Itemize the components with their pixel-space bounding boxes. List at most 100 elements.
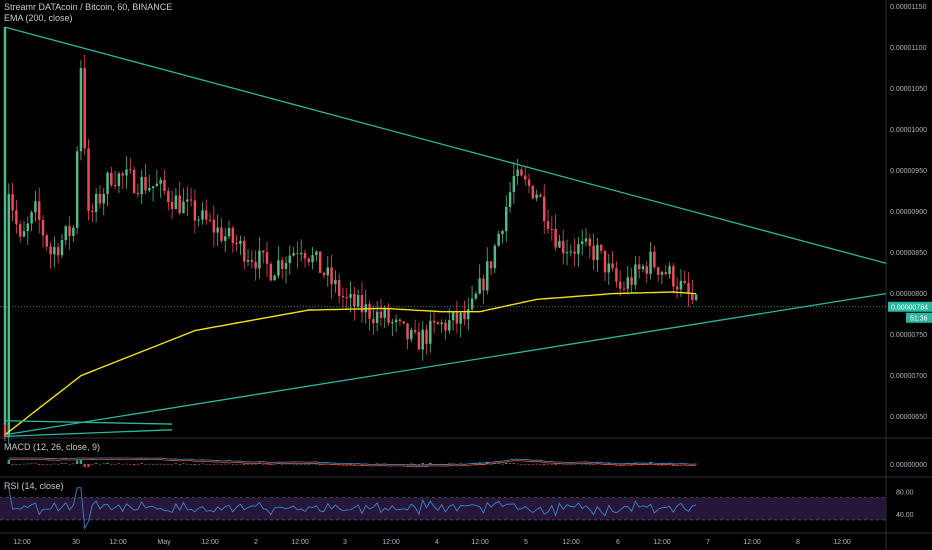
time-tick-label: 12:00 <box>471 539 489 546</box>
trendline[interactable] <box>4 292 887 436</box>
candle-body <box>220 227 223 241</box>
candle-body <box>330 267 333 285</box>
macd-bar <box>311 463 314 465</box>
candle-body <box>535 194 538 199</box>
symbol-title[interactable]: Streamr DATAcoin / Bitcoin, 60, BINANCE <box>4 2 173 12</box>
macd-bar <box>406 464 409 465</box>
candle-body <box>524 175 527 180</box>
candle-body <box>558 240 561 248</box>
macd-label[interactable]: MACD (12, 26, close, 9) <box>4 442 101 452</box>
candle-body <box>117 173 121 187</box>
time-tick-label: 30 <box>72 539 80 546</box>
macd-bar <box>159 463 162 465</box>
candle-body <box>258 250 261 269</box>
candle-body <box>311 255 314 263</box>
macd-bar <box>22 463 26 465</box>
macd-bar <box>337 464 341 465</box>
candle-body <box>653 251 656 268</box>
macd-bar <box>542 464 546 466</box>
price-axis[interactable]: 0.00001150 0.00001100 0.00001050 0.00001000… <box>890 4 927 519</box>
trendline[interactable] <box>4 26 887 264</box>
macd-bar <box>68 464 71 465</box>
trendlines[interactable] <box>4 26 887 438</box>
macd-bar <box>246 463 250 465</box>
candle-body <box>554 229 557 248</box>
macd-bar <box>672 464 675 465</box>
candle-body <box>592 245 595 261</box>
price-tick-label: 0.00001100 <box>890 45 927 52</box>
macd-bar <box>132 464 136 466</box>
macd-bar <box>524 464 527 465</box>
macd-bar <box>345 464 349 465</box>
ema-label[interactable]: EMA (200, close) <box>4 13 73 23</box>
macd-bar <box>296 464 299 465</box>
countdown-tag-label: 51:36 <box>910 315 928 322</box>
candle-body <box>121 173 124 176</box>
price-tick-label: 0.00000950 <box>890 168 927 175</box>
candle-body <box>170 202 174 209</box>
macd-bar <box>11 464 14 465</box>
macd-legend: MACD (12, 26, close, 9) <box>4 442 104 452</box>
macd-bar <box>554 464 557 465</box>
candle-body <box>98 193 102 204</box>
macd-bar <box>284 463 288 465</box>
macd-bar <box>72 463 75 465</box>
macd-bar <box>193 464 197 465</box>
macd-bar <box>53 463 56 465</box>
time-tick-label: 12:00 <box>13 539 31 546</box>
price-tick-label: 0.00000700 <box>890 373 927 380</box>
macd-bar <box>421 463 424 464</box>
rsi-label[interactable]: RSI (14, close) <box>4 481 64 491</box>
macd-bar <box>315 463 318 465</box>
macd-bar <box>280 464 284 465</box>
macd-bar <box>60 463 64 464</box>
time-tick-label: 5 <box>524 539 528 546</box>
candle-body <box>516 169 519 177</box>
macd-bar <box>501 463 504 465</box>
trendline[interactable] <box>4 429 173 438</box>
macd-bar <box>535 463 538 465</box>
candle-body <box>182 201 185 214</box>
macd-bar <box>261 464 265 465</box>
time-tick-label: 12:00 <box>201 539 219 546</box>
candle-body <box>68 226 71 236</box>
candle-body <box>683 280 686 283</box>
candle-body <box>250 259 254 262</box>
macd-bar <box>307 464 311 465</box>
time-axis[interactable]: 12:00 30 12:00 May 12:00 2 12:00 3 12:00 4 12:00 5 1… <box>13 539 851 546</box>
candle-body <box>75 151 79 228</box>
macd-bar <box>588 464 592 465</box>
macd-bar <box>56 464 60 465</box>
candle-body <box>451 312 455 321</box>
time-tick-label: 12:00 <box>562 539 580 546</box>
macd-signal-line <box>8 459 697 468</box>
candle-body <box>64 226 67 241</box>
macd-bar <box>584 463 588 465</box>
candle-body <box>178 195 181 214</box>
macd-bar <box>618 464 622 465</box>
macd-bar <box>98 464 102 465</box>
macd-bar <box>615 464 618 465</box>
candle-body <box>3 424 7 438</box>
candle-body <box>3 27 7 425</box>
candle-body <box>368 304 371 319</box>
trendline[interactable] <box>4 420 173 425</box>
candle-body <box>497 233 500 246</box>
candle-body <box>11 194 14 211</box>
rsi-band <box>0 497 886 521</box>
macd-bar <box>15 464 18 465</box>
candle-body <box>429 320 432 344</box>
macd-bar <box>410 463 413 465</box>
macd-bar <box>660 463 664 465</box>
candle-body <box>672 266 675 287</box>
macd-bar <box>634 463 637 464</box>
macd-bar <box>353 464 356 465</box>
rsi-tick-label: 80.00 <box>896 490 914 497</box>
macd-bar <box>429 462 432 464</box>
price-tick-label: 0.00000850 <box>890 250 927 257</box>
macd-bar <box>561 464 565 465</box>
macd-bar <box>87 464 90 467</box>
macd-bar <box>649 462 652 464</box>
candle-body <box>573 251 576 254</box>
